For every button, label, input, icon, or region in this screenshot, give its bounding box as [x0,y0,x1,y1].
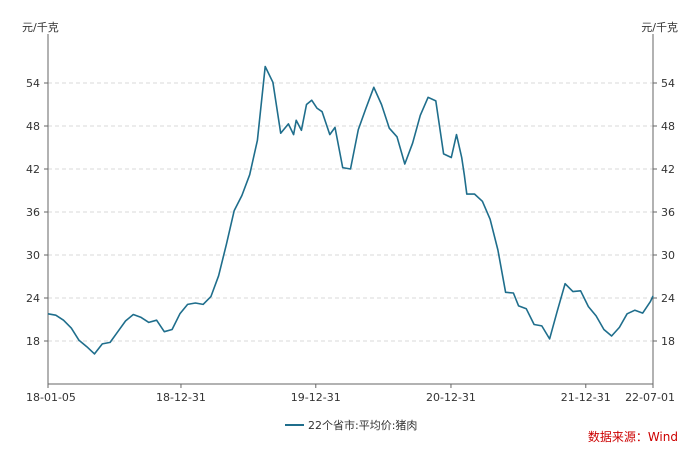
x-tick-label-20-12-31: 20-12-31 [426,391,476,404]
y-tick-label-left-30: 30 [26,249,40,262]
x-tick-label-19-12-31: 19-12-31 [291,391,341,404]
y-tick-label-left-24: 24 [26,292,40,305]
x-tick-labels: 18-01-05 18-12-31 19-12-31 20-12-31 21-12-31… [26,391,675,404]
y-tick-label-right-18: 18 [661,335,675,348]
x-tick-label-18-01-05: 18-01-05 [26,391,76,404]
y-tick-label-left-54: 54 [26,77,40,90]
y-tick-label-right-30: 30 [661,249,675,262]
x-tick-label-22-07-01: 22-07-01 [625,391,675,404]
y-axis-right-unit: 元/千克 [641,21,678,34]
y-tick-labels: 18 18 24 24 30 30 36 36 42 42 48 48 54 54 [26,77,675,348]
y-tick-label-right-24: 24 [661,292,675,305]
x-tick-label-18-12-31: 18-12-31 [156,391,206,404]
legend-label: 22个省市:平均价:猪肉 [308,418,417,432]
y-tick-label-left-18: 18 [26,335,40,348]
y-tick-label-right-48: 48 [661,120,675,133]
series-line-0 [47,65,654,355]
source-note: 数据来源：Wind [587,430,678,444]
axes [44,34,657,388]
y-tick-label-right-42: 42 [661,163,675,176]
y-tick-label-left-36: 36 [26,206,40,219]
series-layer [47,65,654,355]
grid-lines [48,82,653,342]
legend[interactable]: 22个省市:平均价:猪肉 [285,418,417,432]
y-tick-label-right-54: 54 [661,77,675,90]
y-tick-label-left-42: 42 [26,163,40,176]
x-tick-label-21-12-31: 21-12-31 [561,391,611,404]
y-tick-label-right-36: 36 [661,206,675,219]
y-axis-left-unit: 元/千克 [22,21,59,34]
y-tick-label-left-48: 48 [26,120,40,133]
